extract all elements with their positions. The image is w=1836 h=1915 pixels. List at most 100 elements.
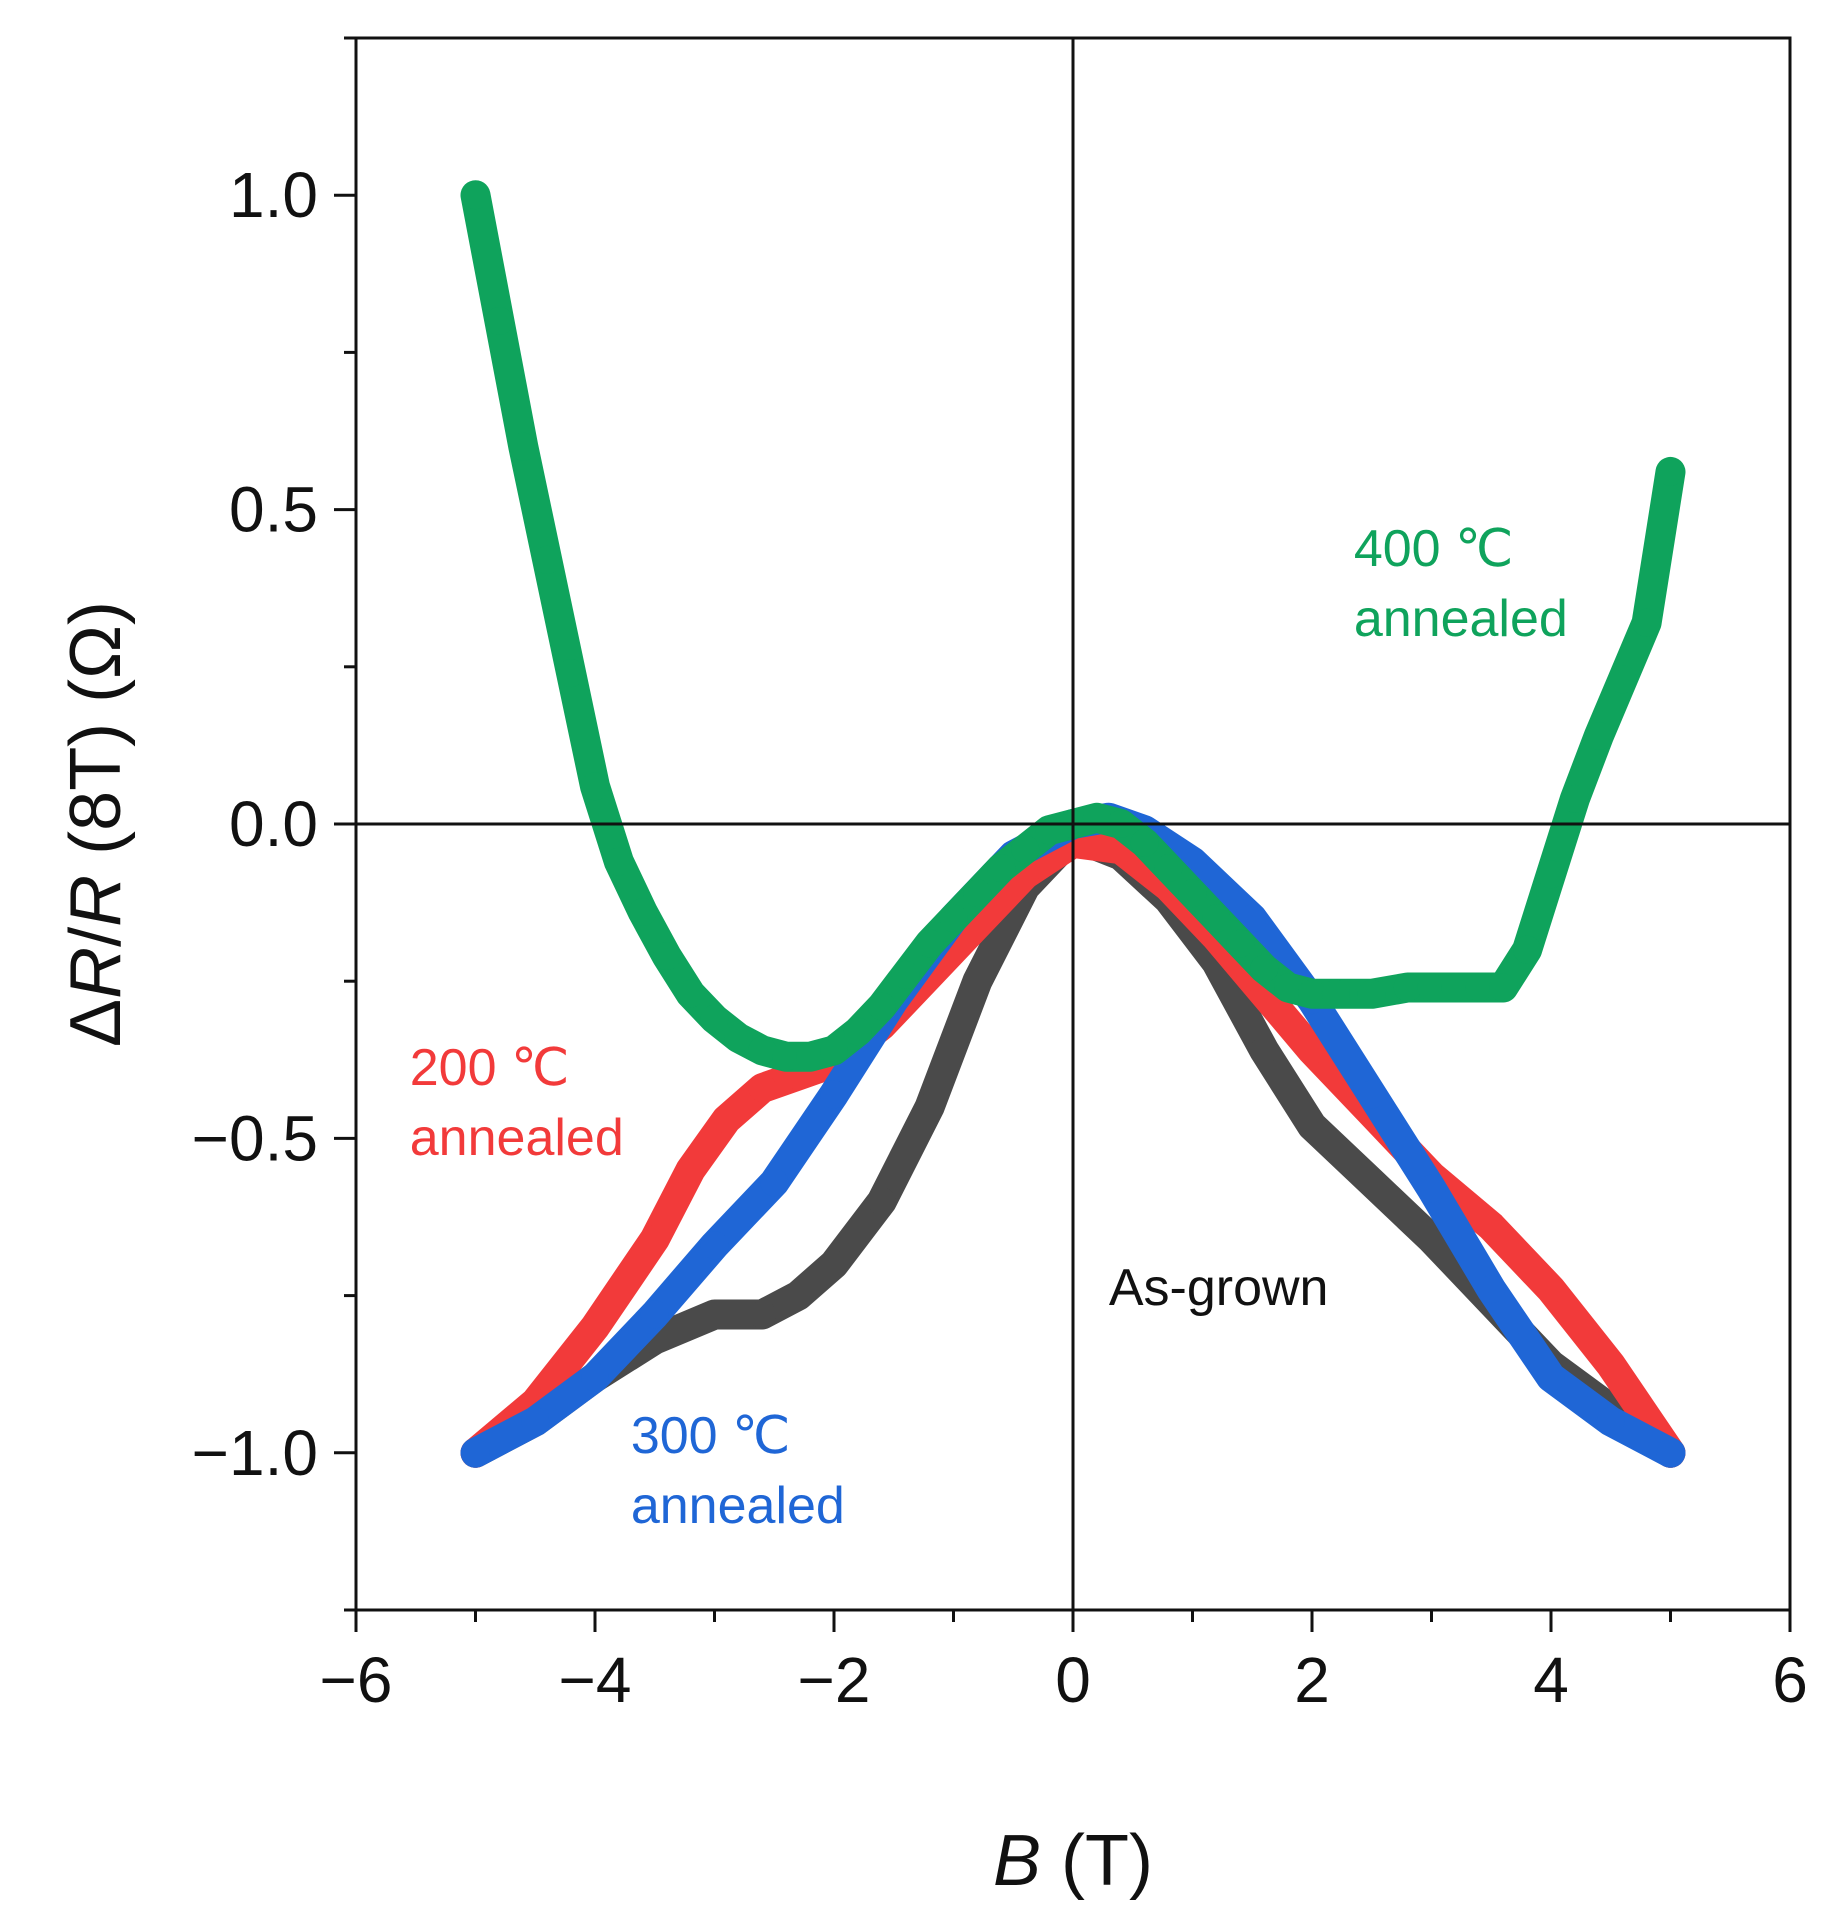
data-point — [820, 1036, 848, 1065]
y-tick-label: 1.0 — [229, 159, 318, 231]
data-point — [867, 1187, 896, 1216]
data-point — [628, 898, 657, 927]
data-point — [1154, 854, 1183, 883]
data-point — [1130, 828, 1159, 857]
data-point — [700, 1300, 729, 1329]
data-point — [1596, 1407, 1625, 1436]
annotation-label: annealed — [410, 1109, 624, 1167]
data-point — [1357, 979, 1386, 1008]
data-point — [1417, 973, 1446, 1002]
data-point — [1537, 1363, 1565, 1392]
data-point — [987, 854, 1016, 883]
data-point — [1298, 979, 1326, 1008]
data-point — [1238, 904, 1267, 933]
data-point — [1250, 1036, 1279, 1065]
annotations: 200 ℃ annealed 300 ℃ annealed As-grown 400 ℃ a… — [410, 520, 1568, 1535]
data-point — [1226, 929, 1255, 958]
data-point — [843, 1017, 872, 1046]
data-point — [963, 967, 992, 996]
data-point — [748, 1036, 777, 1065]
data-point — [963, 879, 992, 908]
data-point — [676, 979, 705, 1008]
data-point — [1513, 935, 1542, 964]
data-point — [820, 1250, 848, 1279]
y-tick-label: −1.0 — [192, 1417, 318, 1489]
reference-lines — [356, 38, 1790, 1610]
data-point — [1441, 973, 1470, 1002]
x-tick-label: 2 — [1294, 1644, 1330, 1716]
data-point — [604, 847, 633, 876]
data-point — [533, 545, 562, 574]
data-point — [1560, 784, 1589, 813]
x-axis-title: B (T) — [993, 1821, 1153, 1901]
data-point — [712, 1105, 741, 1134]
data-point — [676, 1155, 705, 1184]
data-point — [581, 1363, 609, 1392]
data-point — [820, 1080, 848, 1109]
data-point — [1489, 973, 1518, 1002]
data-point — [461, 181, 490, 210]
data-point — [760, 1168, 789, 1197]
data-point — [1298, 1036, 1326, 1065]
data-point — [1596, 1350, 1625, 1379]
data-point — [1178, 879, 1207, 908]
data-point — [700, 1004, 729, 1033]
annotation-label: 200 ℃ — [410, 1039, 570, 1097]
ticks: −6 −4 −2 0 2 4 6 −1.0 −0.5 0.0 0.5 1.0 — [192, 36, 1808, 1716]
annotation-label: 300 ℃ — [631, 1407, 791, 1465]
y-tick-label: −0.5 — [192, 1102, 318, 1174]
data-point — [748, 1300, 777, 1329]
data-point — [640, 1225, 669, 1254]
data-point — [1537, 860, 1565, 889]
data-point — [1393, 973, 1422, 1002]
series-layer — [460, 180, 1686, 1468]
data-point — [557, 659, 586, 688]
data-point — [485, 306, 514, 335]
data-point — [581, 772, 609, 801]
data-point — [915, 929, 944, 958]
data-point — [1321, 979, 1350, 1008]
x-tick-label: 6 — [1772, 1644, 1808, 1716]
data-point — [581, 1313, 609, 1342]
data-point — [748, 1074, 777, 1103]
data-point — [1035, 816, 1064, 845]
annotation-label: annealed — [1354, 590, 1568, 648]
data-point — [640, 1300, 669, 1329]
x-tick-label: −4 — [559, 1644, 632, 1716]
data-point — [1250, 954, 1279, 983]
annotation-label: annealed — [631, 1477, 845, 1535]
data-point — [1357, 1168, 1386, 1197]
data-point — [521, 1407, 550, 1436]
data-point — [772, 1042, 801, 1071]
y-axis-title: ΔR/R (8T) (Ω) — [56, 601, 136, 1047]
y-tick-label: 0.0 — [229, 788, 318, 860]
data-point — [796, 1042, 825, 1071]
data-point — [1082, 803, 1111, 832]
data-point — [1477, 1275, 1506, 1304]
annotation-label: 400 ℃ — [1354, 520, 1514, 578]
x-tick-label: −6 — [320, 1644, 393, 1716]
data-point — [461, 1438, 490, 1467]
data-point — [1417, 1174, 1446, 1203]
data-point — [652, 942, 681, 971]
data-point — [1537, 1275, 1565, 1304]
x-tick-label: −2 — [798, 1644, 871, 1716]
data-point — [1357, 1080, 1386, 1109]
data-point — [1608, 665, 1637, 694]
data-point — [1465, 973, 1494, 1002]
data-point — [724, 1023, 753, 1052]
annotation-label: As-grown — [1109, 1259, 1329, 1317]
data-point — [891, 960, 920, 989]
x-tick-label: 0 — [1055, 1644, 1091, 1716]
data-point — [1656, 457, 1685, 486]
x-tick-label: 4 — [1533, 1644, 1569, 1716]
data-point — [1202, 904, 1231, 933]
y-tick-label: 0.5 — [229, 474, 318, 546]
data-point — [915, 1092, 944, 1121]
data-point — [700, 1231, 729, 1260]
data-point — [1274, 973, 1303, 1002]
data-point — [1656, 1438, 1685, 1467]
data-point — [1417, 1225, 1446, 1254]
data-point — [784, 1281, 813, 1310]
